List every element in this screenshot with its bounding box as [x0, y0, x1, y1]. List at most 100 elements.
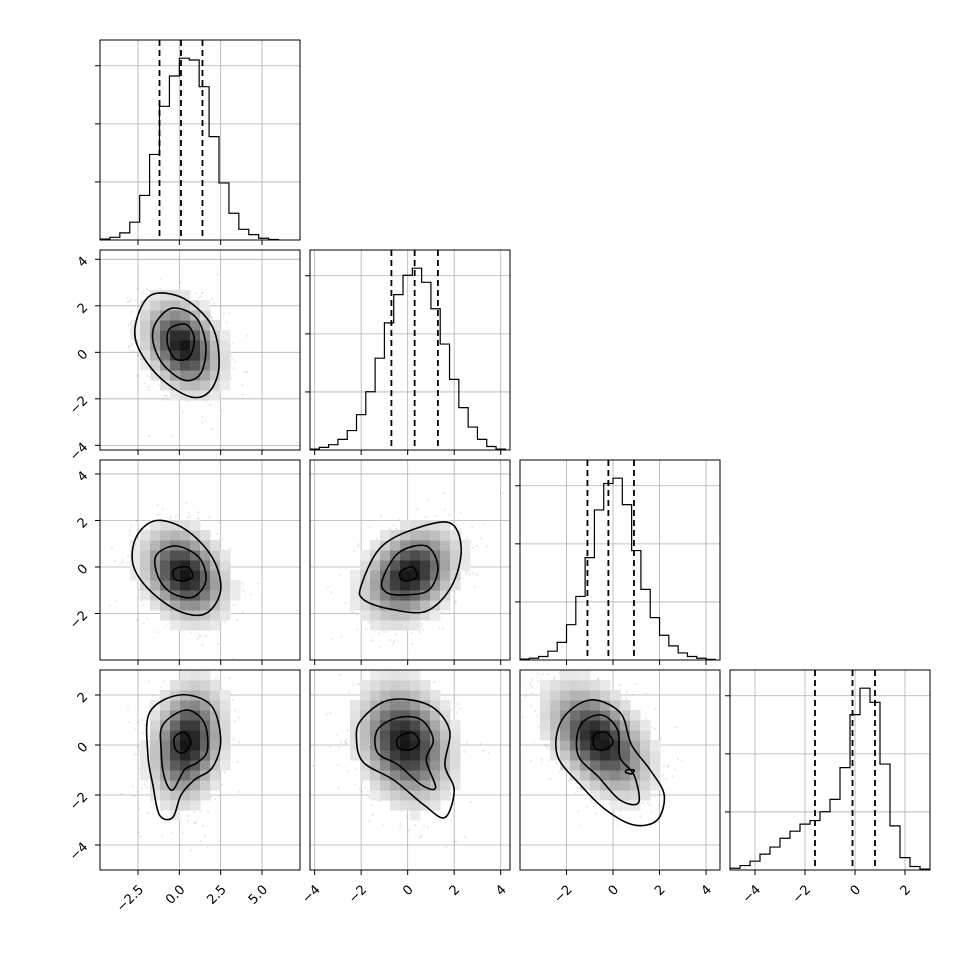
scatter-point	[156, 631, 159, 634]
density-cell	[210, 580, 221, 591]
scatter-point	[214, 677, 217, 681]
scatter-point	[206, 846, 210, 849]
scatter-point	[343, 739, 346, 743]
scatter-point	[210, 427, 214, 431]
scatter-point	[141, 292, 144, 296]
density-cell	[190, 700, 201, 711]
scatter-point	[227, 312, 231, 315]
density-cell	[150, 530, 161, 541]
density-cell	[390, 570, 401, 581]
x-tick-label: 5.0	[246, 882, 271, 907]
scatter-point	[353, 550, 356, 553]
scatter-point	[231, 358, 234, 361]
scatter-point	[456, 702, 459, 706]
density-cell	[160, 740, 171, 751]
density-cell	[150, 330, 161, 341]
scatter-point	[199, 635, 202, 639]
y-tick-label: −2	[67, 790, 91, 814]
scatter-point	[377, 632, 381, 635]
density-cell	[380, 610, 391, 621]
scatter-point	[131, 785, 134, 788]
density-cell	[350, 570, 361, 581]
scatter-point	[236, 760, 239, 764]
scatter-point	[228, 667, 230, 669]
density-cell	[160, 790, 171, 801]
density-cell	[150, 350, 161, 361]
contour-level-1	[380, 544, 439, 596]
density-cell	[180, 540, 191, 551]
density-cell	[370, 620, 381, 631]
density-cell	[420, 530, 431, 541]
scatter-point	[346, 729, 349, 732]
contour-level-1	[151, 307, 207, 382]
scatter-point	[176, 513, 179, 517]
density-cell	[210, 620, 221, 631]
scatter-point	[459, 707, 462, 710]
scatter-point	[189, 632, 192, 635]
density-cell	[460, 540, 471, 551]
scatter-panel-3-0: −4−202−2.5 0.0 2.5 5.0	[67, 639, 301, 915]
density-cell	[180, 600, 191, 611]
scatter-point	[136, 375, 139, 378]
scatter-point	[442, 491, 445, 494]
scatter-point	[390, 651, 392, 653]
contour-level-0	[131, 519, 222, 617]
scatter-point	[169, 652, 171, 654]
scatter-point	[246, 334, 249, 337]
density-cell	[390, 530, 401, 541]
scatter-point	[424, 665, 426, 667]
density-cell	[410, 550, 421, 561]
density-cell	[190, 570, 201, 581]
scatter-point	[143, 783, 146, 786]
density-cell	[440, 580, 451, 591]
density-cell	[380, 590, 391, 601]
density-cell	[410, 600, 421, 611]
density-cell	[180, 730, 191, 741]
density-cell	[180, 670, 191, 681]
density-cell	[140, 360, 151, 371]
scatter-point	[137, 596, 140, 599]
scatter-point	[445, 846, 448, 849]
density-cell	[210, 730, 221, 741]
density-cell	[190, 730, 201, 741]
density-cell	[200, 670, 211, 681]
density-cell	[210, 370, 221, 381]
scatter-point	[223, 639, 225, 641]
scatter-point	[147, 680, 150, 683]
density-cell	[430, 580, 441, 591]
scatter-point	[399, 824, 402, 828]
scatter-point	[199, 295, 203, 298]
scatter-point	[357, 545, 360, 548]
contour-level-2	[173, 731, 192, 754]
scatter-point	[471, 571, 474, 574]
scatter-point	[145, 288, 149, 291]
scatter-point	[145, 781, 148, 784]
density-cell	[160, 290, 171, 301]
scatter-panel-3-1: −4 −2 0 2 4	[300, 651, 511, 907]
scatter-point	[137, 353, 140, 356]
density-cell	[170, 390, 181, 401]
density-cell	[420, 600, 431, 611]
scatter-point	[128, 349, 132, 352]
density-cell	[150, 550, 161, 561]
density-cell	[410, 610, 421, 621]
scatter-point	[468, 573, 471, 576]
scatter-point	[344, 742, 347, 745]
density-cell	[150, 780, 161, 791]
density-cell	[160, 330, 171, 341]
density-cell	[150, 340, 161, 351]
scatter-point	[257, 582, 260, 585]
density-cell	[180, 750, 191, 761]
scatter-point	[331, 637, 334, 641]
panel-frame	[519, 459, 721, 661]
density-cell	[400, 610, 411, 621]
density-cell	[140, 770, 151, 781]
density-cell	[160, 750, 171, 761]
scatter-point	[203, 834, 207, 837]
density-cell	[190, 720, 201, 731]
density-cell	[380, 540, 391, 551]
density-cell	[360, 590, 371, 601]
scatter-point	[155, 514, 158, 517]
scatter-point	[438, 627, 441, 630]
